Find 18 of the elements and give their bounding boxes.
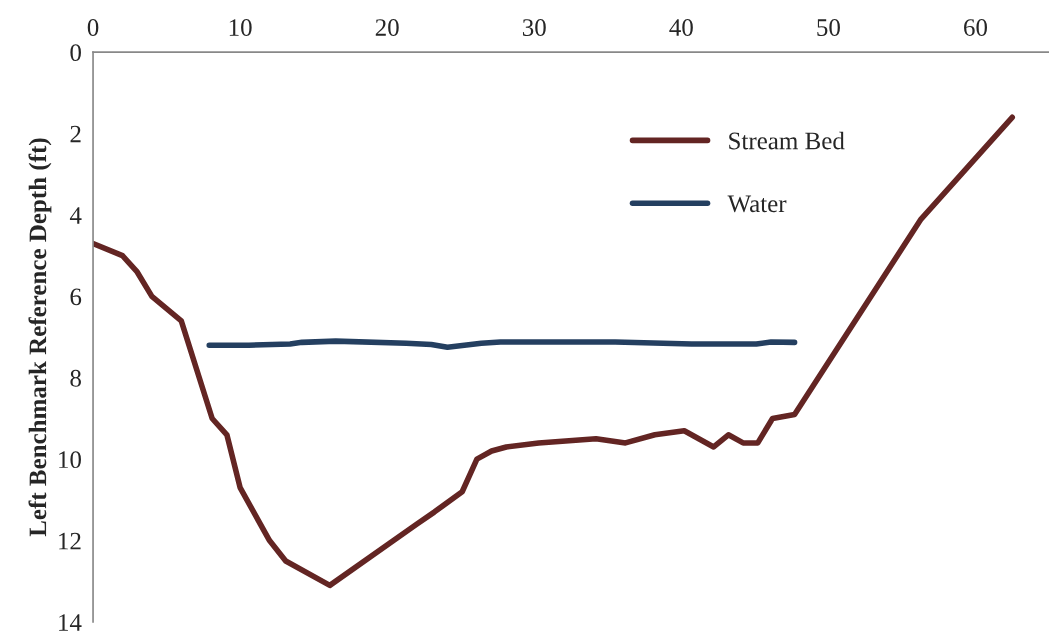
y-axis-title: Left Benchmark Reference Depth (ft) xyxy=(28,138,52,537)
x-tick-label: 50 xyxy=(817,19,840,36)
legend-label: Water xyxy=(727,195,787,213)
y-tick-label: 0 xyxy=(70,44,81,62)
y-tick-label: 14 xyxy=(59,614,82,631)
x-tick-label: 0 xyxy=(87,19,99,36)
x-tick-label: 40 xyxy=(669,19,693,36)
x-tick-label: 20 xyxy=(375,19,399,36)
y-tick-label: 8 xyxy=(70,369,81,387)
y-tick-label: 10 xyxy=(59,451,81,469)
y-tick-label: 6 xyxy=(70,288,82,306)
x-tick-label: 10 xyxy=(229,19,252,36)
legend-label: Stream Bed xyxy=(729,131,845,150)
x-tick-label: 60 xyxy=(964,19,988,36)
y-tick-label: 4 xyxy=(69,207,82,224)
y-tick-label: 12 xyxy=(59,532,81,550)
y-tick-label: 2 xyxy=(70,125,81,143)
x-tick-label: 30 xyxy=(522,19,546,36)
